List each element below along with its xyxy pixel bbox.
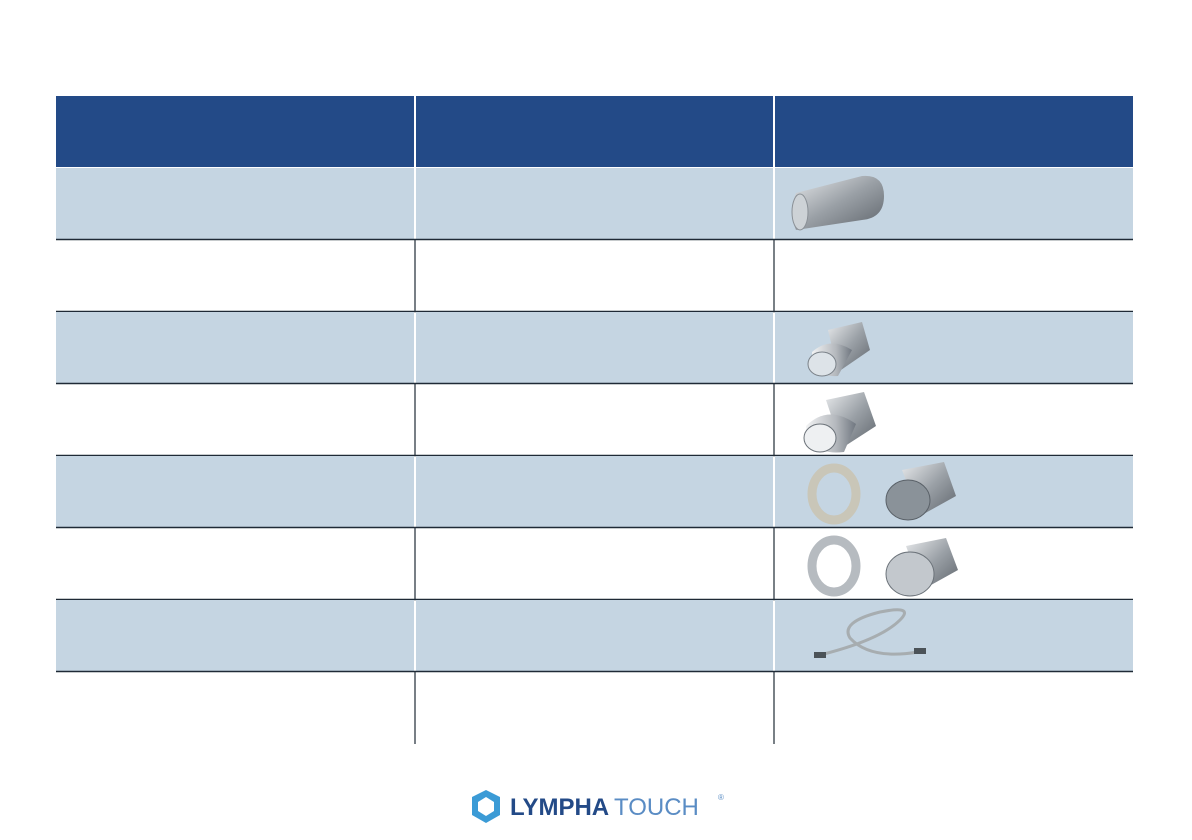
table-cell — [775, 600, 1133, 671]
logo: LYMPHA TOUCH ® — [472, 790, 724, 823]
table-cell — [416, 456, 773, 527]
product-image — [807, 462, 956, 525]
table-cell — [56, 312, 414, 383]
table-cell — [56, 456, 414, 527]
product-image — [803, 392, 876, 453]
header-cell — [416, 96, 773, 167]
table-cell — [416, 600, 773, 671]
product-image — [807, 535, 958, 597]
logo-mark: ® — [718, 793, 724, 802]
table-cell — [416, 168, 773, 239]
logo-text-bold: LYMPHA — [510, 794, 609, 821]
table-body — [56, 168, 1133, 744]
table-cell — [416, 312, 773, 383]
product-image — [791, 175, 884, 231]
logo-icon-inner — [478, 797, 494, 816]
logo-text-light: TOUCH — [614, 794, 699, 821]
table-cell — [56, 168, 414, 239]
header-cell — [775, 96, 1133, 167]
product-image — [814, 608, 926, 658]
product-image — [807, 322, 870, 377]
header-cell — [56, 96, 414, 167]
table-cell — [56, 600, 414, 671]
table-header — [56, 96, 1133, 167]
